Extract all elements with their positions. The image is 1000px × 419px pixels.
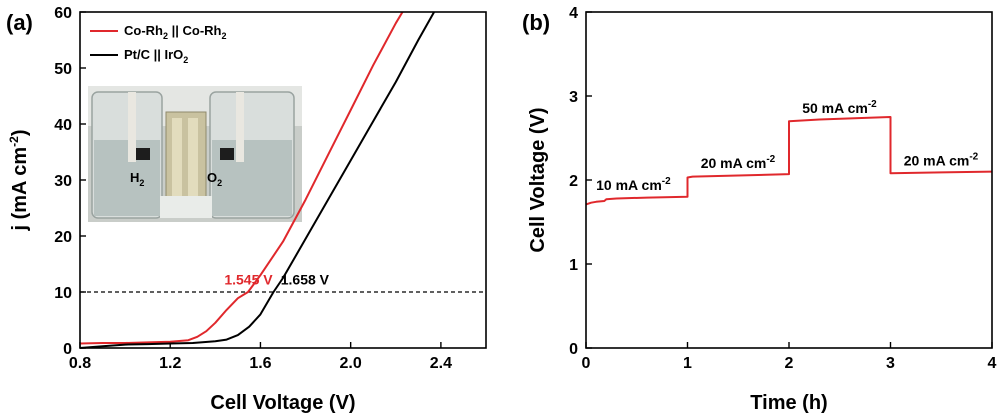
legend-label-co-rh2-a: Co-Rh bbox=[124, 23, 163, 38]
inset-label-h2-sub: 2 bbox=[139, 178, 144, 188]
x-tick-label: 0 bbox=[582, 355, 591, 372]
panel-a-x-ticks: 0.8 1.2 1.6 2.0 2.4 bbox=[69, 342, 452, 372]
x-tick-label: 1.6 bbox=[249, 355, 271, 372]
y-tick-label: 10 bbox=[54, 285, 72, 302]
svg-text:50 mA cm-2: 50 mA cm-2 bbox=[802, 99, 877, 116]
panel-b-y-axis-title: Cell Voltage (V) bbox=[527, 107, 549, 252]
y-tick-label: 0 bbox=[63, 341, 72, 358]
y-tick-label: 4 bbox=[569, 5, 578, 22]
y-tick-label: 20 bbox=[54, 229, 72, 246]
legend-label-co-rh2-b: || Co-Rh bbox=[168, 23, 222, 38]
svg-text:20 mA cm-2: 20 mA cm-2 bbox=[904, 152, 979, 169]
x-tick-label: 4 bbox=[988, 355, 997, 372]
panel-a-annotation-1658: 1.658 V bbox=[281, 272, 330, 288]
x-tick-label: 2.0 bbox=[340, 355, 362, 372]
x-tick-label: 2 bbox=[785, 355, 794, 372]
y-tick-label: 50 bbox=[54, 61, 72, 78]
panel-a-y-axis-title: j (mA cm bbox=[9, 147, 31, 232]
panel-a-annotation-1545: 1.545 V bbox=[224, 272, 273, 288]
y-tick-label: 2 bbox=[569, 173, 578, 190]
x-tick-label: 2.4 bbox=[430, 355, 452, 372]
svg-text:Pt/C || IrO2: Pt/C || IrO2 bbox=[124, 47, 188, 65]
y-tick-label: 0 bbox=[569, 341, 578, 358]
panel-a-plot-frame bbox=[79, 11, 487, 349]
svg-text:H2: H2 bbox=[130, 170, 144, 188]
panel-a-y-axis-title-sup: -2 bbox=[7, 136, 21, 147]
inset-label-o2: O bbox=[207, 170, 217, 185]
legend-label-ptc-iro2: Pt/C || IrO bbox=[124, 47, 183, 62]
svg-text:j (mA cm-2): j (mA cm-2) bbox=[7, 129, 31, 231]
svg-text:20 mA cm-2: 20 mA cm-2 bbox=[701, 154, 776, 171]
panel-b-annotation-20a: 20 mA cm bbox=[701, 155, 767, 171]
y-tick-label: 60 bbox=[54, 5, 72, 22]
panel-b-annotation-20b: 20 mA cm bbox=[904, 153, 970, 169]
svg-text:Co-Rh2 || Co-Rh2: Co-Rh2 || Co-Rh2 bbox=[124, 23, 227, 41]
x-tick-label: 1.2 bbox=[159, 355, 181, 372]
legend-label-co-rh2-sub-b: 2 bbox=[222, 31, 227, 41]
electrolyzer-photo-inset bbox=[88, 86, 302, 222]
x-tick-label: 1 bbox=[683, 355, 692, 372]
panel-a-y-ticks: 0 10 20 30 40 50 60 bbox=[54, 5, 86, 358]
panel-a-series bbox=[79, 11, 435, 349]
panel-b-annotation-10-sup: -2 bbox=[662, 176, 671, 187]
panel-b-series bbox=[585, 116, 993, 206]
panel-a-label: (a) bbox=[6, 10, 33, 35]
panel-b-annotation-50-sup: -2 bbox=[868, 99, 877, 110]
panel-b-label: (b) bbox=[522, 10, 550, 35]
legend-label-co-rh2-sub-a: 2 bbox=[163, 31, 168, 41]
inset-label-o2-sub: 2 bbox=[217, 178, 222, 188]
y-tick-label: 40 bbox=[54, 117, 72, 134]
inset-label-h2: H bbox=[130, 170, 139, 185]
panel-b-annotation-20b-sup: -2 bbox=[969, 152, 978, 163]
y-tick-label: 3 bbox=[569, 89, 578, 106]
series-line-a-0 bbox=[79, 11, 404, 345]
panel-b-plot-frame bbox=[585, 11, 993, 349]
panel-b-annotation-20a-sup: -2 bbox=[766, 154, 775, 165]
series-line-a-1 bbox=[79, 11, 435, 349]
series-line-b-0 bbox=[585, 116, 993, 206]
y-tick-label: 30 bbox=[54, 173, 72, 190]
panel-b-x-axis-title: Time (h) bbox=[750, 392, 827, 414]
x-tick-label: 3 bbox=[886, 355, 895, 372]
panel-b-y-ticks: 0 1 2 3 4 bbox=[569, 5, 592, 358]
panel-a-x-axis-title: Cell Voltage (V) bbox=[210, 392, 355, 414]
panel-b-annotation-10: 10 mA cm bbox=[596, 177, 662, 193]
legend-label-ptc-iro2-sub: 2 bbox=[183, 55, 188, 65]
x-tick-label: 0.8 bbox=[69, 355, 91, 372]
svg-text:10 mA cm-2: 10 mA cm-2 bbox=[596, 176, 671, 193]
y-tick-label: 1 bbox=[569, 257, 578, 274]
svg-text:O2: O2 bbox=[207, 170, 222, 188]
panel-b-x-ticks: 0 1 2 3 4 bbox=[582, 342, 997, 372]
panel-a-legend: Co-Rh2 || Co-Rh2 Pt/C || IrO2 bbox=[90, 23, 227, 65]
panel-a-y-axis-title-end: ) bbox=[9, 129, 31, 136]
panel-b-annotation-50: 50 mA cm bbox=[802, 100, 868, 116]
